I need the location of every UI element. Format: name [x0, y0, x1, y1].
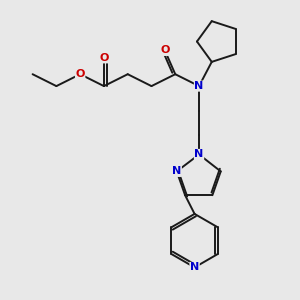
Text: N: N: [190, 262, 199, 272]
Text: O: O: [76, 69, 85, 79]
Text: O: O: [99, 53, 109, 63]
Text: O: O: [160, 45, 170, 56]
Text: N: N: [194, 81, 204, 91]
Text: N: N: [172, 167, 182, 176]
Text: N: N: [194, 149, 204, 160]
